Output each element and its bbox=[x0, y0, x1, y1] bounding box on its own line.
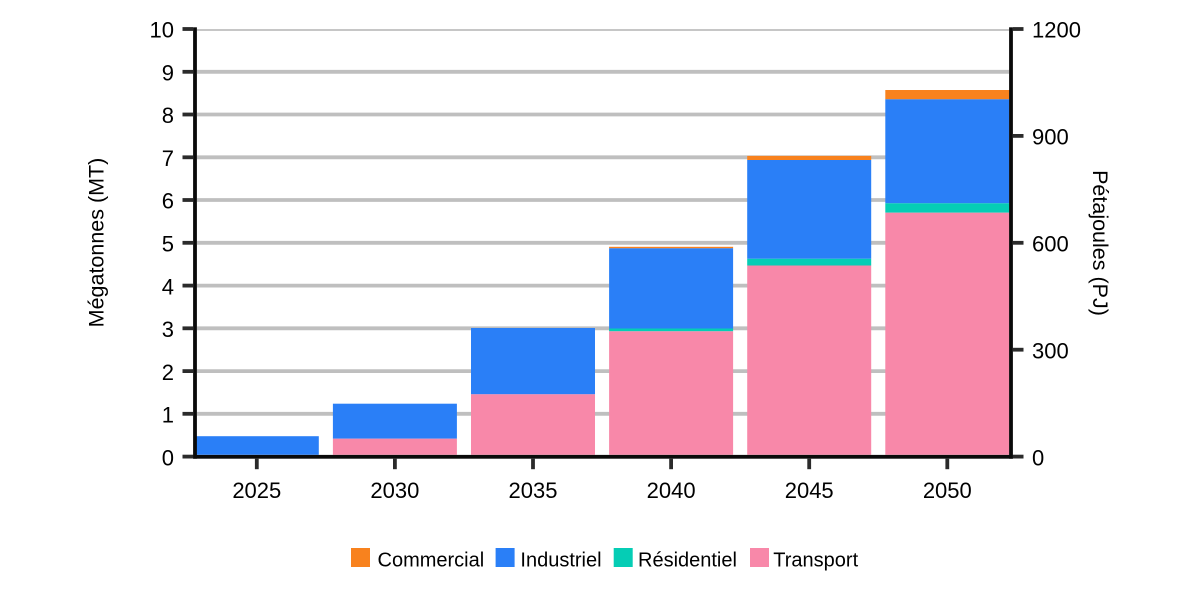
svg-text:Résidentiel: Résidentiel bbox=[638, 550, 737, 572]
svg-text:900: 900 bbox=[1032, 125, 1069, 150]
svg-text:300: 300 bbox=[1032, 338, 1069, 363]
svg-text:0: 0 bbox=[162, 445, 174, 470]
svg-text:2050: 2050 bbox=[923, 478, 972, 503]
svg-text:4: 4 bbox=[162, 274, 174, 299]
svg-text:1: 1 bbox=[162, 403, 174, 428]
svg-text:Transport: Transport bbox=[773, 550, 858, 572]
svg-text:6: 6 bbox=[162, 189, 174, 214]
svg-text:2025: 2025 bbox=[232, 478, 281, 503]
svg-text:600: 600 bbox=[1032, 232, 1069, 257]
svg-text:2045: 2045 bbox=[785, 478, 834, 503]
svg-text:10: 10 bbox=[150, 18, 174, 43]
svg-text:Commercial: Commercial bbox=[378, 550, 485, 572]
svg-text:2035: 2035 bbox=[509, 478, 558, 503]
svg-text:2030: 2030 bbox=[370, 478, 419, 503]
svg-text:Pétajoules (PJ): Pétajoules (PJ) bbox=[1088, 170, 1112, 316]
svg-text:7: 7 bbox=[162, 146, 174, 171]
svg-text:2040: 2040 bbox=[647, 478, 696, 503]
svg-text:0: 0 bbox=[1032, 445, 1044, 470]
svg-text:8: 8 bbox=[162, 103, 174, 128]
svg-text:Industriel: Industriel bbox=[520, 550, 601, 572]
svg-text:5: 5 bbox=[162, 232, 174, 257]
svg-text:Mégatonnes (MT): Mégatonnes (MT) bbox=[85, 158, 109, 328]
svg-text:2: 2 bbox=[162, 360, 174, 385]
svg-text:9: 9 bbox=[162, 61, 174, 86]
svg-text:3: 3 bbox=[162, 317, 174, 342]
svg-text:1200: 1200 bbox=[1032, 18, 1081, 43]
